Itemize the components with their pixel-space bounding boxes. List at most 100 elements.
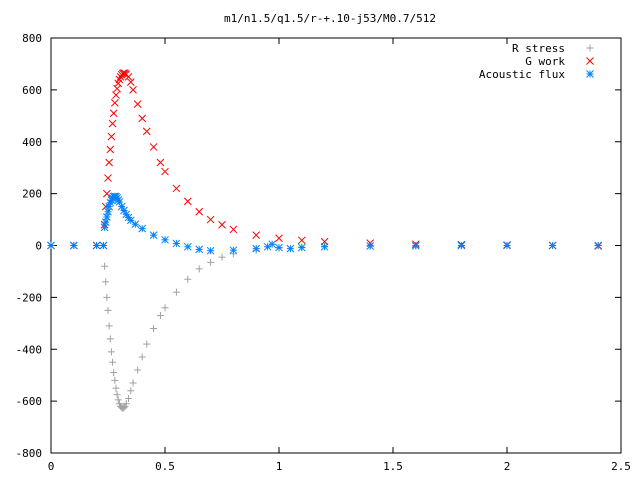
data-point [457,241,466,250]
data-point [297,243,306,252]
x-tick-label: 1.5 [383,460,403,473]
data-point [69,241,78,250]
data-point [149,231,158,239]
y-tick-label: -400 [16,343,43,356]
legend-label: R stress [512,42,565,55]
data-point [99,241,108,250]
data-point [100,223,109,232]
data-point [138,353,146,361]
legend-marker [586,70,594,78]
data-point [117,202,126,211]
data-point [138,114,147,123]
data-point [124,73,133,81]
data-point [206,215,215,224]
legend-label: Acoustic flux [479,68,565,81]
data-point [111,376,119,384]
y-axis: 800 600 400 200 0 -200 -400 -600 -800 [16,32,621,460]
data-point [172,288,180,296]
data-point [129,379,137,387]
data-point [229,225,238,234]
legend-label: G work [525,55,565,68]
x-tick-label: 1 [276,460,283,473]
y-tick-label: 600 [22,84,42,97]
data-point [133,100,142,108]
data-point [120,404,128,412]
data-point [195,245,204,254]
data-point [268,240,277,249]
data-point [126,78,135,86]
data-point [195,265,203,273]
data-point [112,91,120,99]
x-axis: 0 0.5 1 1.5 2 2.5 [48,38,631,473]
data-point [218,253,226,261]
series-acoustic-flux [47,192,603,255]
data-point [109,358,117,366]
data-point [105,322,113,330]
data-point [47,241,55,250]
data-point [112,384,120,392]
data-point [172,239,181,248]
data-point [129,86,137,94]
data-point [320,242,329,251]
data-point [297,236,306,245]
data-point [102,278,110,286]
data-point [125,395,133,403]
data-point [103,189,111,198]
legend-marker [586,44,594,52]
plot-area [47,69,603,412]
data-point [103,213,111,221]
data-point [503,241,511,250]
x-tick-label: 2 [504,460,511,473]
data-point [107,132,116,141]
data-point [92,241,101,250]
data-point [183,197,192,206]
data-point [104,207,112,216]
data-point [275,234,283,243]
chart-title: m1/n1.5/q1.5/r-+.10-j53/M0.7/512 [224,12,436,25]
data-point [131,220,140,229]
data-point [134,366,142,374]
data-point [127,387,135,395]
data-point [143,340,151,348]
data-point [156,158,165,167]
data-point [172,184,181,193]
data-point [107,348,115,356]
data-point [101,218,110,227]
data-point [411,241,420,250]
data-point [275,243,283,252]
x-tick-label: 0 [48,460,55,473]
data-point [252,231,261,239]
data-point [195,207,204,216]
data-point [109,109,118,118]
data-point [114,396,122,404]
data-point [105,158,113,167]
data-point [149,143,158,151]
data-point [138,224,147,233]
x-tick-label: 0.5 [155,460,175,473]
data-point [122,400,130,408]
data-point [161,304,169,312]
y-tick-label: 200 [22,188,42,201]
data-point [106,335,114,343]
data-point [207,258,215,266]
data-point [106,145,115,154]
y-tick-label: -600 [16,395,43,408]
data-point [108,119,117,128]
data-point [286,244,295,253]
plot-frame [50,37,622,454]
data-point [548,241,557,250]
data-point [594,241,603,250]
y-tick-label: -200 [16,291,43,304]
data-point [183,242,192,251]
y-tick-label: 0 [35,240,42,253]
data-point [142,127,151,136]
data-point [104,174,112,182]
data-point [218,220,226,229]
data-point [110,369,118,377]
data-point [161,235,169,244]
data-point [229,246,238,255]
data-point [150,325,158,332]
data-point [110,98,119,107]
